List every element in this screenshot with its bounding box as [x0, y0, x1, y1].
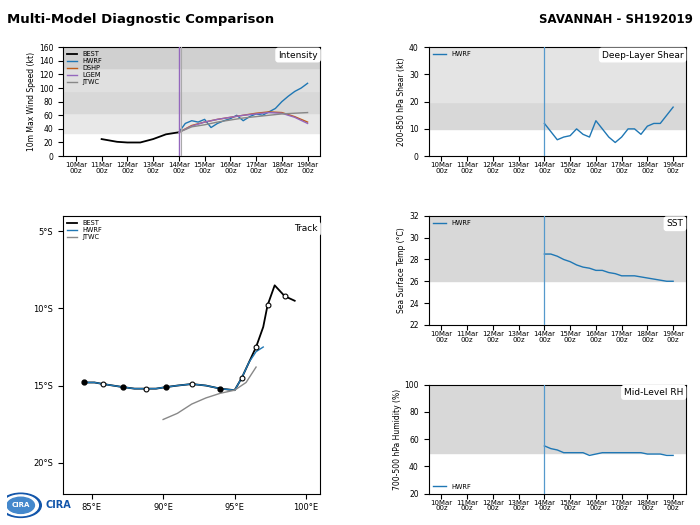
Bar: [63, 68, 321, 91]
Y-axis label: 700-500 hPa Humidity (%): 700-500 hPa Humidity (%): [393, 388, 402, 490]
Circle shape: [7, 497, 34, 513]
Circle shape: [3, 495, 38, 516]
Y-axis label: 10m Max Wind Speed (kt): 10m Max Wind Speed (kt): [27, 52, 36, 151]
Legend: BEST, HWRF, DSHP, LGEM, JTWC: BEST, HWRF, DSHP, LGEM, JTWC: [65, 49, 104, 87]
Text: Multi-Model Diagnostic Comparison: Multi-Model Diagnostic Comparison: [7, 13, 274, 26]
Text: CIRA: CIRA: [11, 502, 30, 508]
Legend: HWRF: HWRF: [430, 481, 473, 491]
Bar: [428, 216, 686, 281]
Legend: HWRF: HWRF: [430, 218, 473, 228]
Circle shape: [0, 493, 41, 518]
Y-axis label: 200-850 hPa Shear (kt): 200-850 hPa Shear (kt): [398, 57, 406, 146]
Bar: [428, 385, 686, 453]
Y-axis label: Sea Surface Temp (°C): Sea Surface Temp (°C): [398, 227, 406, 313]
Text: SST: SST: [666, 219, 683, 228]
Legend: BEST, HWRF, JTWC: BEST, HWRF, JTWC: [65, 218, 104, 242]
Bar: [63, 47, 321, 68]
Text: SAVANNAH - SH192019: SAVANNAH - SH192019: [539, 13, 693, 26]
Text: Mid-Level RH: Mid-Level RH: [624, 388, 683, 397]
Text: Intensity: Intensity: [278, 50, 318, 59]
Bar: [63, 112, 321, 133]
Bar: [63, 91, 321, 112]
Text: Track: Track: [295, 224, 318, 233]
Bar: [428, 102, 686, 129]
Bar: [428, 47, 686, 102]
Legend: HWRF: HWRF: [430, 49, 473, 59]
Text: CIRA: CIRA: [46, 500, 71, 510]
Text: Deep-Layer Shear: Deep-Layer Shear: [602, 50, 683, 59]
